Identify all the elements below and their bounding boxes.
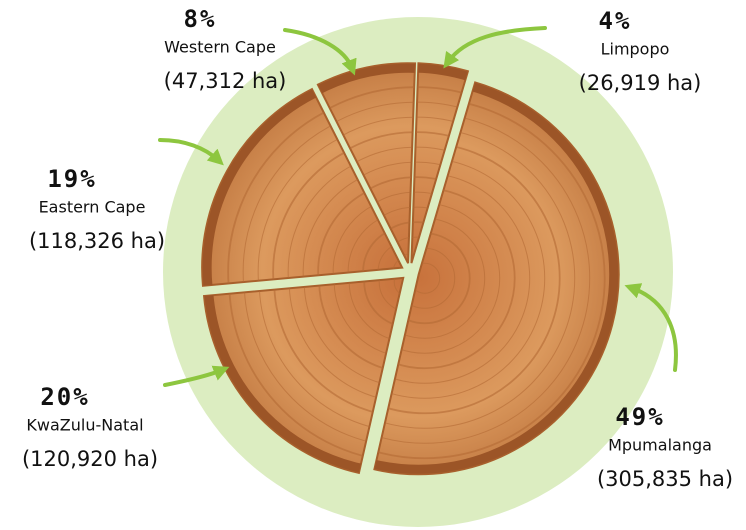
- area-label: (305,835 ha): [597, 467, 733, 491]
- wood-ring: [257, 121, 403, 286]
- category-label: Mpumalanga: [608, 436, 712, 455]
- wood-ring: [411, 176, 468, 264]
- percent-label: 49%: [615, 403, 664, 431]
- area-label: (118,326 ha): [29, 229, 165, 253]
- arrows: [158, 26, 678, 387]
- category-label: Eastern Cape: [39, 198, 146, 217]
- wood-ring: [411, 116, 468, 264]
- percent-label: 19%: [47, 165, 96, 193]
- percent-label: 8%: [184, 5, 217, 33]
- category-label: Western Cape: [164, 38, 276, 57]
- category-label: Limpopo: [601, 40, 670, 59]
- area-label: (120,920 ha): [22, 447, 158, 471]
- wood-ring: [411, 236, 448, 264]
- wood-ring: [411, 146, 468, 264]
- wood-ring: [378, 277, 404, 313]
- wood-ring: [302, 166, 403, 286]
- wood-ring: [411, 131, 468, 264]
- area-label: (47,312 ha): [164, 69, 287, 93]
- wood-ring: [317, 180, 403, 286]
- category-label: KwaZulu-Natal: [26, 416, 143, 435]
- wood-ring: [227, 90, 403, 286]
- wood-ring: [317, 86, 416, 264]
- arrow: [163, 365, 230, 387]
- slice: [316, 62, 417, 264]
- wood-ring: [242, 106, 403, 286]
- bark: [374, 82, 619, 474]
- wood-ring: [411, 161, 468, 264]
- wood-ring: [411, 206, 468, 264]
- wood-ring: [411, 191, 468, 264]
- labels: 4% Limpopo (26,919 ha) 49% Mpumalanga (305,83…: [22, 5, 733, 491]
- wood-ring: [347, 211, 403, 286]
- slice-group: [201, 87, 404, 287]
- pie: [201, 62, 620, 476]
- slice-group: [410, 62, 470, 264]
- wood-ring: [411, 221, 464, 264]
- wood-ring: [332, 196, 403, 286]
- wood-ring: [287, 151, 403, 286]
- wood-ring: [363, 277, 404, 328]
- slice: [202, 276, 405, 475]
- percent-label: 4%: [599, 7, 632, 35]
- arrow: [443, 26, 547, 69]
- bark: [317, 63, 416, 264]
- arrow: [158, 138, 224, 166]
- arrow: [624, 283, 678, 372]
- arrow: [283, 28, 357, 76]
- bark: [202, 89, 403, 286]
- percent-label: 20%: [40, 383, 89, 411]
- wood-ring: [411, 101, 468, 264]
- area-label: (26,919 ha): [579, 71, 702, 95]
- wood-ring: [272, 135, 403, 286]
- wood-ring: [393, 277, 404, 298]
